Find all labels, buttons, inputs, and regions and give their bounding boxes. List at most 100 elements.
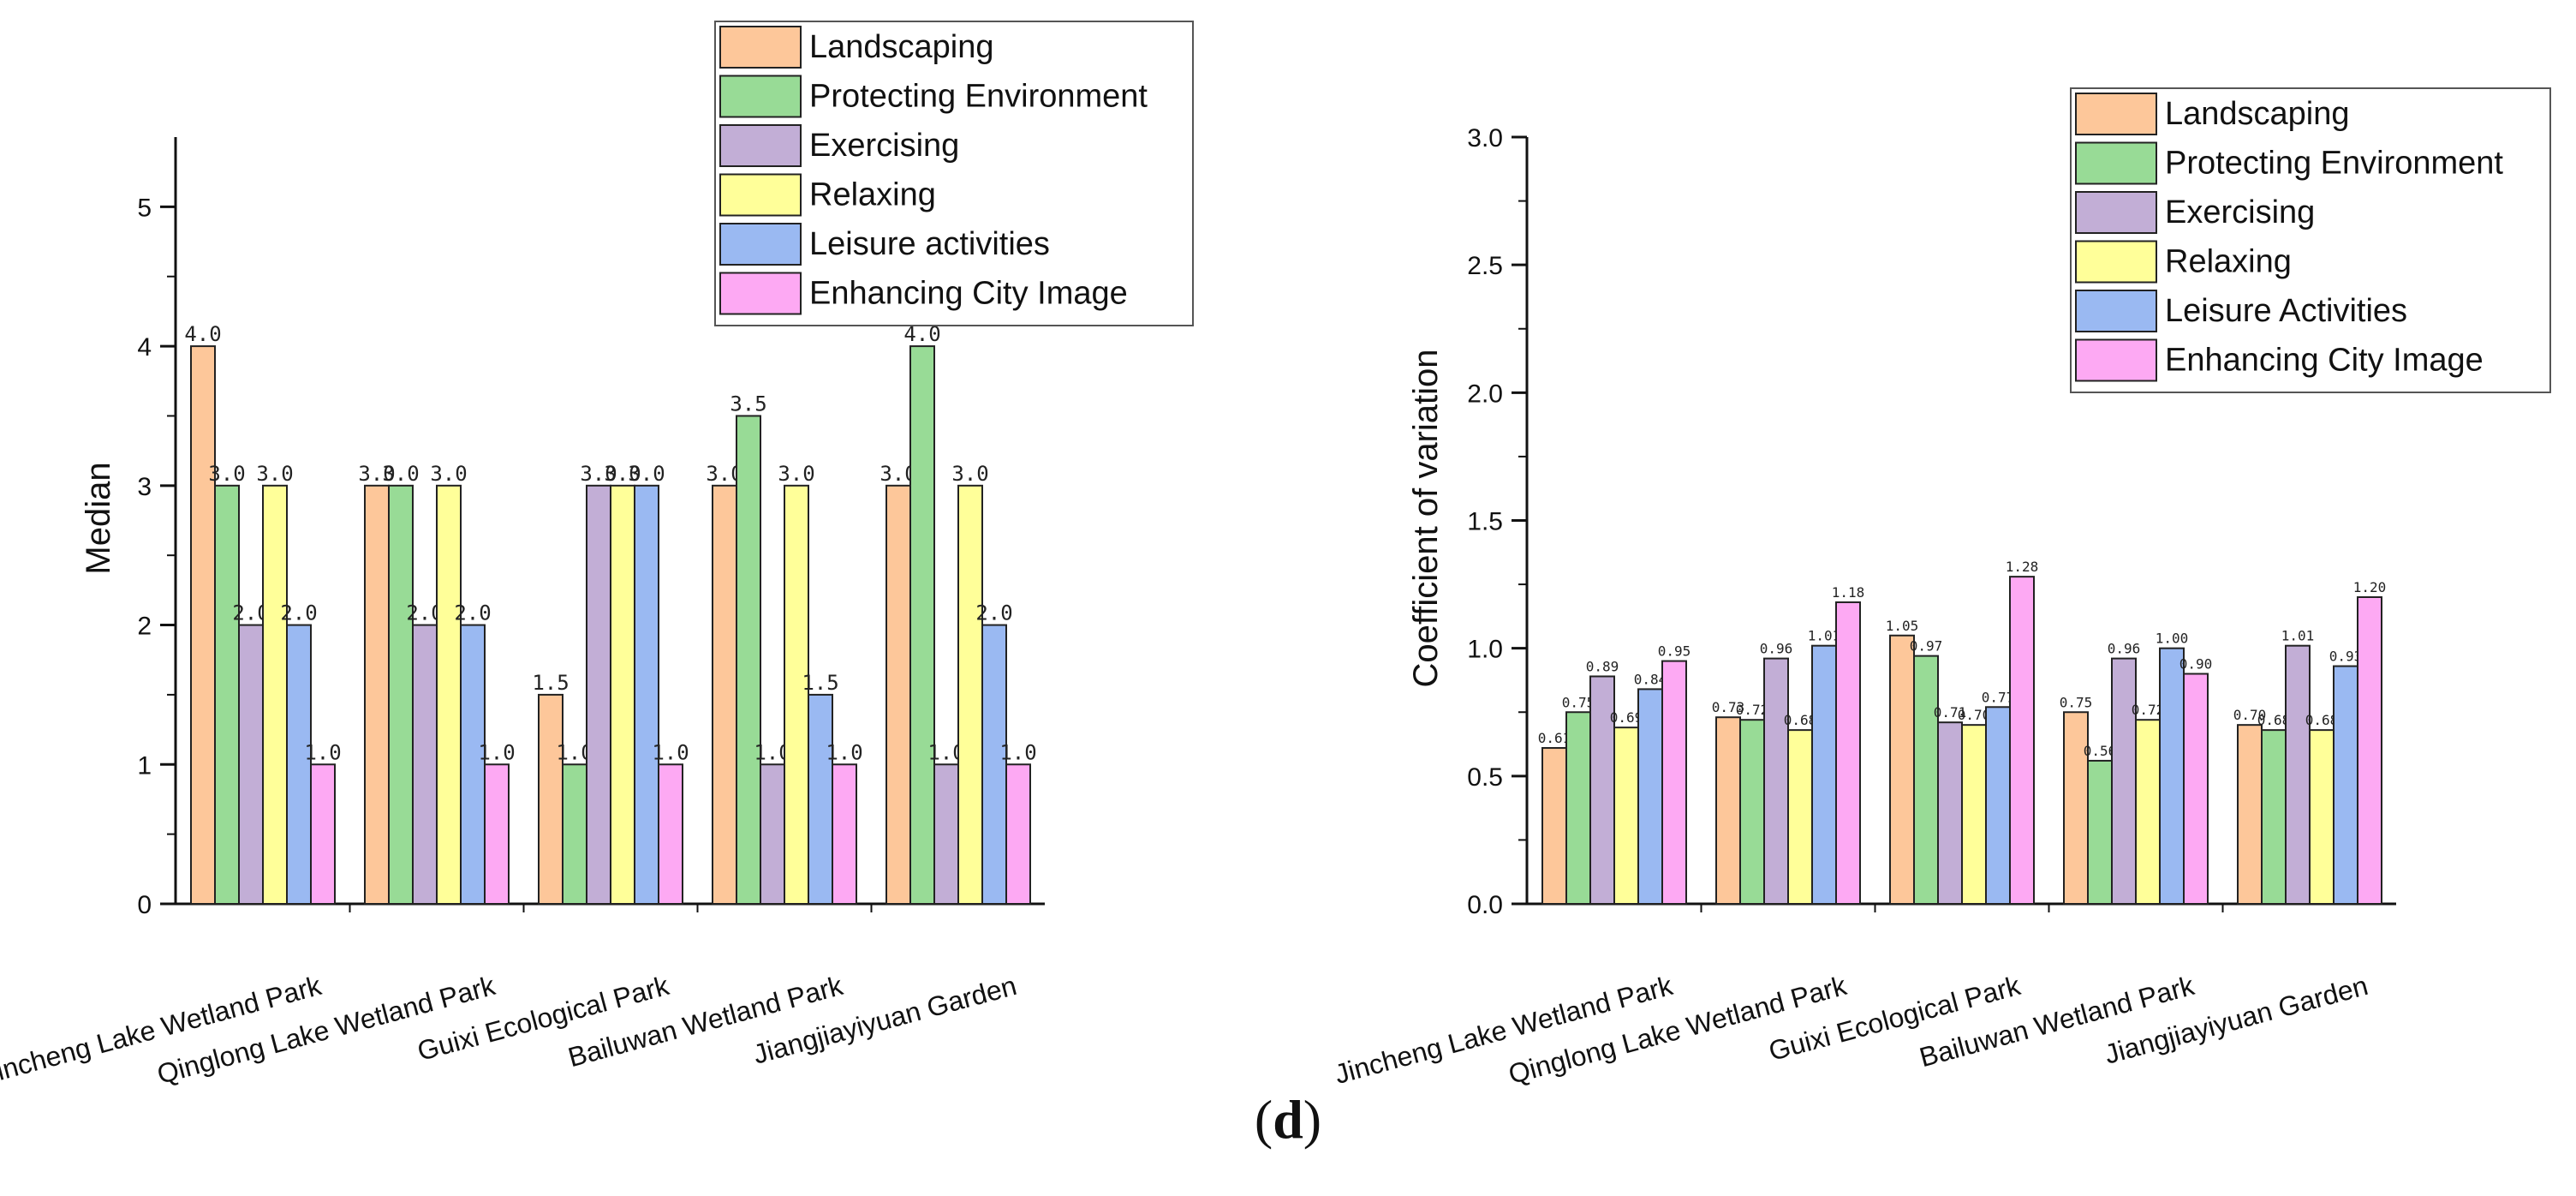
cv-bar (2237, 724, 2263, 906)
cv-y-tick-label: 0.0 (1467, 891, 1503, 919)
median-bar (310, 763, 336, 905)
cv-data-label: 0.68 (2257, 712, 2291, 728)
median-bar (238, 624, 264, 906)
median-data-label: 3.0 (430, 462, 467, 486)
median-bar (364, 484, 390, 905)
cv-bar (1811, 644, 1837, 906)
cv-y-tick-label: 1.5 (1467, 508, 1503, 536)
median-legend-swatch (719, 75, 802, 118)
median-bar (634, 484, 659, 905)
cv-data-label: 0.68 (1784, 712, 1817, 728)
cv-data-label: 0.73 (1712, 699, 1745, 715)
cv-legend-label: Relaxing (2165, 244, 2292, 280)
median-legend-label: Landscaping (809, 29, 994, 65)
cv-data-label: 0.71 (1934, 704, 1967, 721)
cv-data-label: 0.70 (1958, 707, 1991, 723)
median-bar (1005, 763, 1031, 905)
median-data-label: 1.5 (532, 671, 569, 695)
cv-bar (2333, 665, 2358, 905)
median-data-label: 3.0 (951, 462, 988, 486)
median-data-label: 3.0 (358, 462, 395, 486)
cv-data-label: 0.84 (1634, 671, 1667, 687)
median-data-label: 3.0 (382, 462, 419, 486)
median-legend-label: Leisure activities (809, 226, 1050, 262)
cv-data-label: 1.00 (2156, 631, 2189, 647)
median-legend-swatch (719, 26, 802, 69)
cv-legend-label: Landscaping (2165, 96, 2350, 132)
median-data-label: 2.0 (975, 601, 1012, 625)
cv-data-label: 0.93 (2329, 649, 2363, 665)
median-data-label: 3.5 (730, 392, 766, 416)
cv-legend-swatch (2075, 338, 2157, 382)
median-bar (214, 484, 240, 905)
median-bar (190, 345, 216, 906)
cv-legend-label: Protecting Environment (2165, 146, 2503, 182)
cv-data-label: 1.28 (2006, 559, 2039, 575)
cv-bar (1835, 601, 1861, 905)
median-legend-label: Relaxing (809, 177, 936, 213)
cv-bar (1913, 655, 1939, 905)
cv-bar (1739, 719, 1765, 906)
cv-bar (2063, 711, 2089, 905)
cv-legend-swatch (2075, 290, 2157, 332)
median-data-label: 4.0 (184, 322, 221, 346)
cv-y-tick-label: 2.0 (1467, 380, 1503, 408)
median-data-label: 3.0 (628, 462, 665, 486)
cv-data-label: 1.01 (2281, 628, 2315, 644)
cv-data-label: 0.90 (2179, 656, 2213, 673)
median-data-label: 1.5 (802, 671, 838, 695)
cv-y-tick-label: 0.5 (1467, 763, 1503, 792)
median-bar (712, 484, 737, 905)
median-bar (538, 693, 564, 906)
median-legend-swatch (719, 124, 802, 167)
cv-bar (1937, 721, 1963, 906)
median-bar (286, 624, 312, 906)
median-bar (562, 763, 587, 905)
cv-data-label: 0.96 (2108, 641, 2141, 657)
median-legend-label: Enhancing City Image (809, 276, 1128, 312)
cv-chart: 0.0 0.5 1.0 1.5 2.0 2.5 3.0 Coefficient of vari… (1332, 87, 2551, 1090)
median-bar (586, 484, 611, 905)
cv-bar (1637, 688, 1663, 906)
median-y-tick-label: 3 (137, 473, 152, 501)
median-legend-swatch (719, 223, 802, 266)
cv-data-label: 0.70 (2233, 707, 2267, 723)
median-bar (957, 484, 983, 905)
cv-data-label: 1.05 (1886, 618, 1919, 634)
median-data-label: 3.0 (580, 462, 617, 486)
cv-bar (2285, 644, 2311, 906)
panel-caption: (d) (0, 1088, 2576, 1151)
cv-legend-label: Exercising (2165, 194, 2315, 230)
cv-bar (2183, 673, 2209, 905)
cv-bar (1661, 660, 1687, 905)
cv-data-label: 1.01 (1808, 628, 1841, 644)
median-bar (460, 624, 486, 906)
median-data-label: 1.0 (478, 740, 515, 764)
median-y-tick-label: 4 (137, 333, 152, 362)
cv-legend-swatch (2075, 240, 2157, 284)
cv-data-label: 0.95 (1658, 643, 1691, 660)
cv-data-label: 0.97 (1910, 638, 1943, 655)
median-y-tick-label: 2 (137, 613, 152, 641)
cv-legend-swatch (2075, 141, 2157, 185)
cv-bar (1541, 747, 1567, 905)
cv-y-tick-label: 2.5 (1467, 252, 1503, 280)
median-legend-label: Protecting Environment (809, 79, 1148, 115)
median-data-label: 1.0 (304, 740, 341, 764)
median-y-tick-label: 1 (137, 751, 152, 780)
cv-data-label: 0.69 (1610, 709, 1643, 726)
median-data-label: 2.0 (454, 601, 491, 625)
median-legend-swatch (719, 272, 802, 315)
median-data-label: 3.0 (778, 462, 814, 486)
cv-legend-swatch (2075, 191, 2157, 234)
caption-close: ) (1303, 1089, 1322, 1150)
median-data-label: 3.0 (208, 462, 245, 486)
median-bar (412, 624, 438, 906)
cv-bar (1985, 706, 2011, 905)
cv-bar (1889, 634, 1915, 905)
median-legend-label: Exercising (809, 128, 959, 164)
median-bar (262, 484, 288, 905)
cv-bar (1787, 729, 1813, 906)
cv-bar (2261, 729, 2287, 906)
